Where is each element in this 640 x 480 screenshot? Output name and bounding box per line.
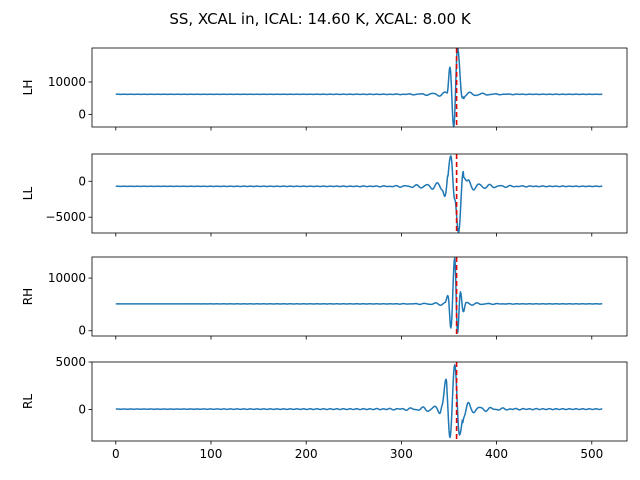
subplot-lh: 0 10000 LH <box>21 47 628 131</box>
axes-frame <box>91 361 628 442</box>
y-tick-label: 10000 <box>48 271 86 285</box>
y-axis-label: LL <box>21 187 35 201</box>
y-axis-label: RH <box>21 288 35 305</box>
series-line-rl <box>115 364 603 439</box>
x-tick-label: 0 <box>112 447 120 461</box>
y-axis-label: LH <box>21 80 35 96</box>
subplots: 0 10000 LH −5000 0 LL 0 10000 RH 0 5000 0 100 200 300 4… <box>21 47 628 461</box>
figure-title: SS, XCAL in, ICAL: 14.60 K, XCAL: 8.00 K <box>169 10 472 28</box>
y-tick-label: 0 <box>78 324 86 338</box>
series-line-rh <box>115 257 603 334</box>
axes-frame <box>91 256 628 337</box>
x-tick-label: 100 <box>200 447 223 461</box>
y-axis-label: RL <box>21 394 35 409</box>
subplot-ll: −5000 0 LL <box>21 153 628 237</box>
series-line-ll <box>115 155 603 233</box>
y-tick-label: 0 <box>78 107 86 121</box>
x-tick-label: 200 <box>295 447 318 461</box>
subplot-rh: 0 10000 RH <box>21 256 628 340</box>
y-tick-label: 0 <box>78 403 86 417</box>
x-tick-label: 400 <box>485 447 508 461</box>
y-tick-label: 5000 <box>55 355 86 369</box>
y-tick-label: −5000 <box>45 210 86 224</box>
series-line-lh <box>115 48 603 127</box>
x-tick-label: 500 <box>580 447 603 461</box>
y-tick-label: 10000 <box>48 75 86 89</box>
axes-frame <box>91 47 628 128</box>
y-tick-label: 0 <box>78 174 86 188</box>
axes-frame <box>91 153 628 234</box>
subplot-rl: 0 5000 0 100 200 300 400 500 RL <box>21 355 628 461</box>
x-tick-label: 300 <box>390 447 413 461</box>
